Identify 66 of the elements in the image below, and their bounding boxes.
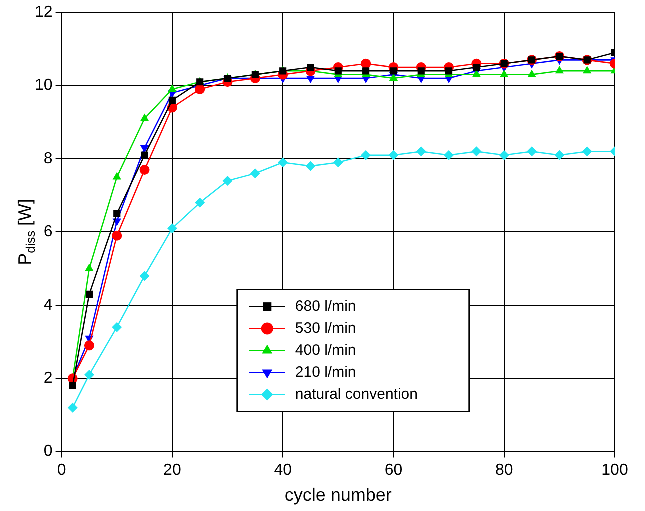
x-tick-label: 80 <box>495 462 514 479</box>
point <box>84 340 94 351</box>
x-tick-label: 20 <box>164 462 182 479</box>
point <box>140 114 150 122</box>
point <box>168 84 177 92</box>
point <box>306 161 316 172</box>
point <box>528 70 536 78</box>
point <box>472 146 482 157</box>
point <box>250 168 260 179</box>
point <box>68 402 78 413</box>
point <box>446 68 453 75</box>
point <box>167 224 178 234</box>
legend-label: 530 l/min <box>295 320 356 337</box>
point <box>583 66 592 74</box>
legend-label: natural convention <box>295 386 418 403</box>
point <box>195 84 206 94</box>
point <box>582 146 592 157</box>
point <box>84 370 94 380</box>
point <box>141 152 148 159</box>
y-tick-label: 6 <box>44 224 53 241</box>
point <box>418 68 425 75</box>
point <box>499 150 510 160</box>
legend-label: 210 l/min <box>295 364 356 381</box>
point <box>390 68 398 75</box>
x-tick-label: 60 <box>384 462 403 479</box>
x-tick-label: 0 <box>57 462 66 479</box>
point <box>222 176 233 186</box>
point <box>140 271 150 282</box>
point <box>112 172 122 180</box>
legend-label: 400 l/min <box>295 342 356 359</box>
point <box>416 146 426 157</box>
point <box>195 198 206 208</box>
point <box>112 322 122 332</box>
point <box>278 158 288 168</box>
point <box>361 150 372 160</box>
y-tick-label: 0 <box>44 443 53 460</box>
point <box>527 146 538 157</box>
y-axis-title: Pdiss [W] <box>14 198 38 266</box>
point <box>500 70 509 78</box>
point <box>444 150 454 160</box>
point <box>140 164 150 175</box>
point <box>307 64 314 72</box>
y-tick-label: 2 <box>44 370 53 388</box>
point <box>85 264 94 272</box>
x-axis-title: cycle number <box>284 484 392 505</box>
point <box>554 150 565 160</box>
y-tick-label: 12 <box>35 4 53 22</box>
point <box>69 382 76 390</box>
point <box>306 76 316 84</box>
point <box>362 68 370 75</box>
point <box>361 58 372 69</box>
point <box>86 290 93 298</box>
point <box>334 68 342 75</box>
x-tick-label: 100 <box>602 462 628 479</box>
y-tick-label: 10 <box>35 77 53 94</box>
point <box>112 230 122 241</box>
y-tick-label: 8 <box>44 150 53 168</box>
point <box>114 210 121 218</box>
y-tick-label: 4 <box>44 296 53 314</box>
point <box>555 66 564 74</box>
point <box>473 64 480 72</box>
legend-label: 680 l/min <box>295 298 356 315</box>
point <box>388 150 399 160</box>
x-tick-label: 40 <box>274 462 292 479</box>
point <box>333 158 344 168</box>
point <box>168 96 176 104</box>
